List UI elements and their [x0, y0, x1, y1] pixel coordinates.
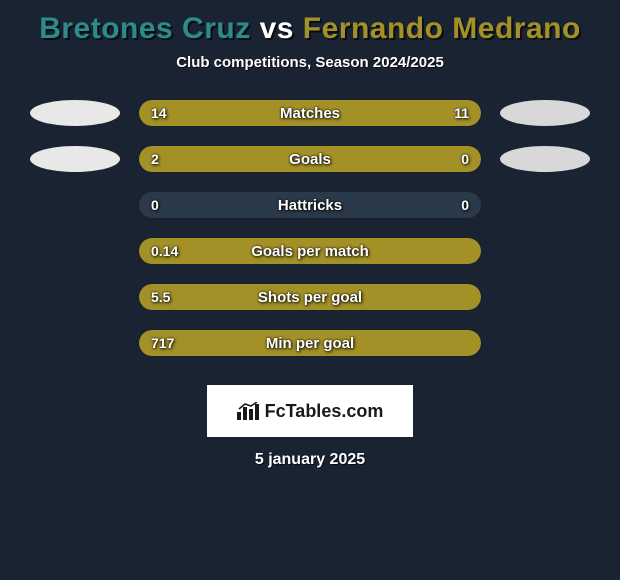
stat-label: Goals — [289, 146, 331, 172]
stat-row: 2 Goals 0 — [0, 145, 620, 173]
subtitle: Club competitions, Season 2024/2025 — [0, 54, 620, 99]
player2-avatar — [500, 100, 590, 126]
stat-value-left: 717 — [151, 330, 174, 356]
stat-value-left: 0 — [151, 192, 159, 218]
stat-row: 0 Hattricks 0 — [0, 191, 620, 219]
bar-fill-left — [139, 100, 399, 126]
stat-bar: 14 Matches 11 — [138, 99, 482, 127]
stat-row: 5.5 Shots per goal — [0, 283, 620, 311]
bar-fill-left — [139, 146, 399, 172]
branding-chart-icon — [237, 402, 259, 420]
date-text: 5 january 2025 — [0, 451, 620, 469]
stat-label: Matches — [280, 100, 340, 126]
stat-bar: 0.14 Goals per match — [138, 237, 482, 265]
stat-value-right: 11 — [454, 100, 469, 126]
stat-value-left: 2 — [151, 146, 159, 172]
branding-box: FcTables.com — [207, 385, 413, 437]
stat-value-left: 14 — [151, 100, 167, 126]
stat-label: Goals per match — [251, 238, 369, 264]
comparison-title: Bretones Cruz vs Fernando Medrano — [0, 0, 620, 54]
player1-avatar — [30, 146, 120, 172]
stat-label: Shots per goal — [258, 284, 362, 310]
stat-bar: 717 Min per goal — [138, 329, 482, 357]
stat-label: Hattricks — [278, 192, 342, 218]
stat-bar: 0 Hattricks 0 — [138, 191, 482, 219]
player2-name: Fernando Medrano — [303, 12, 581, 45]
player1-avatar — [30, 100, 120, 126]
stat-value-right: 0 — [461, 146, 469, 172]
stat-row: 14 Matches 11 — [0, 99, 620, 127]
player2-avatar — [500, 146, 590, 172]
stat-bar: 5.5 Shots per goal — [138, 283, 482, 311]
player1-name: Bretones Cruz — [39, 12, 251, 45]
stat-row: 717 Min per goal — [0, 329, 620, 357]
stat-value-right: 0 — [461, 192, 469, 218]
branding-text: FcTables.com — [265, 401, 384, 422]
stat-value-left: 0.14 — [151, 238, 178, 264]
stat-label: Min per goal — [266, 330, 354, 356]
stat-value-left: 5.5 — [151, 284, 170, 310]
stat-row: 0.14 Goals per match — [0, 237, 620, 265]
vs-separator: vs — [251, 12, 303, 45]
stats-container: 14 Matches 11 2 Goals 0 0 Hattricks 0 0.14 Goals p… — [0, 99, 620, 377]
stat-bar: 2 Goals 0 — [138, 145, 482, 173]
